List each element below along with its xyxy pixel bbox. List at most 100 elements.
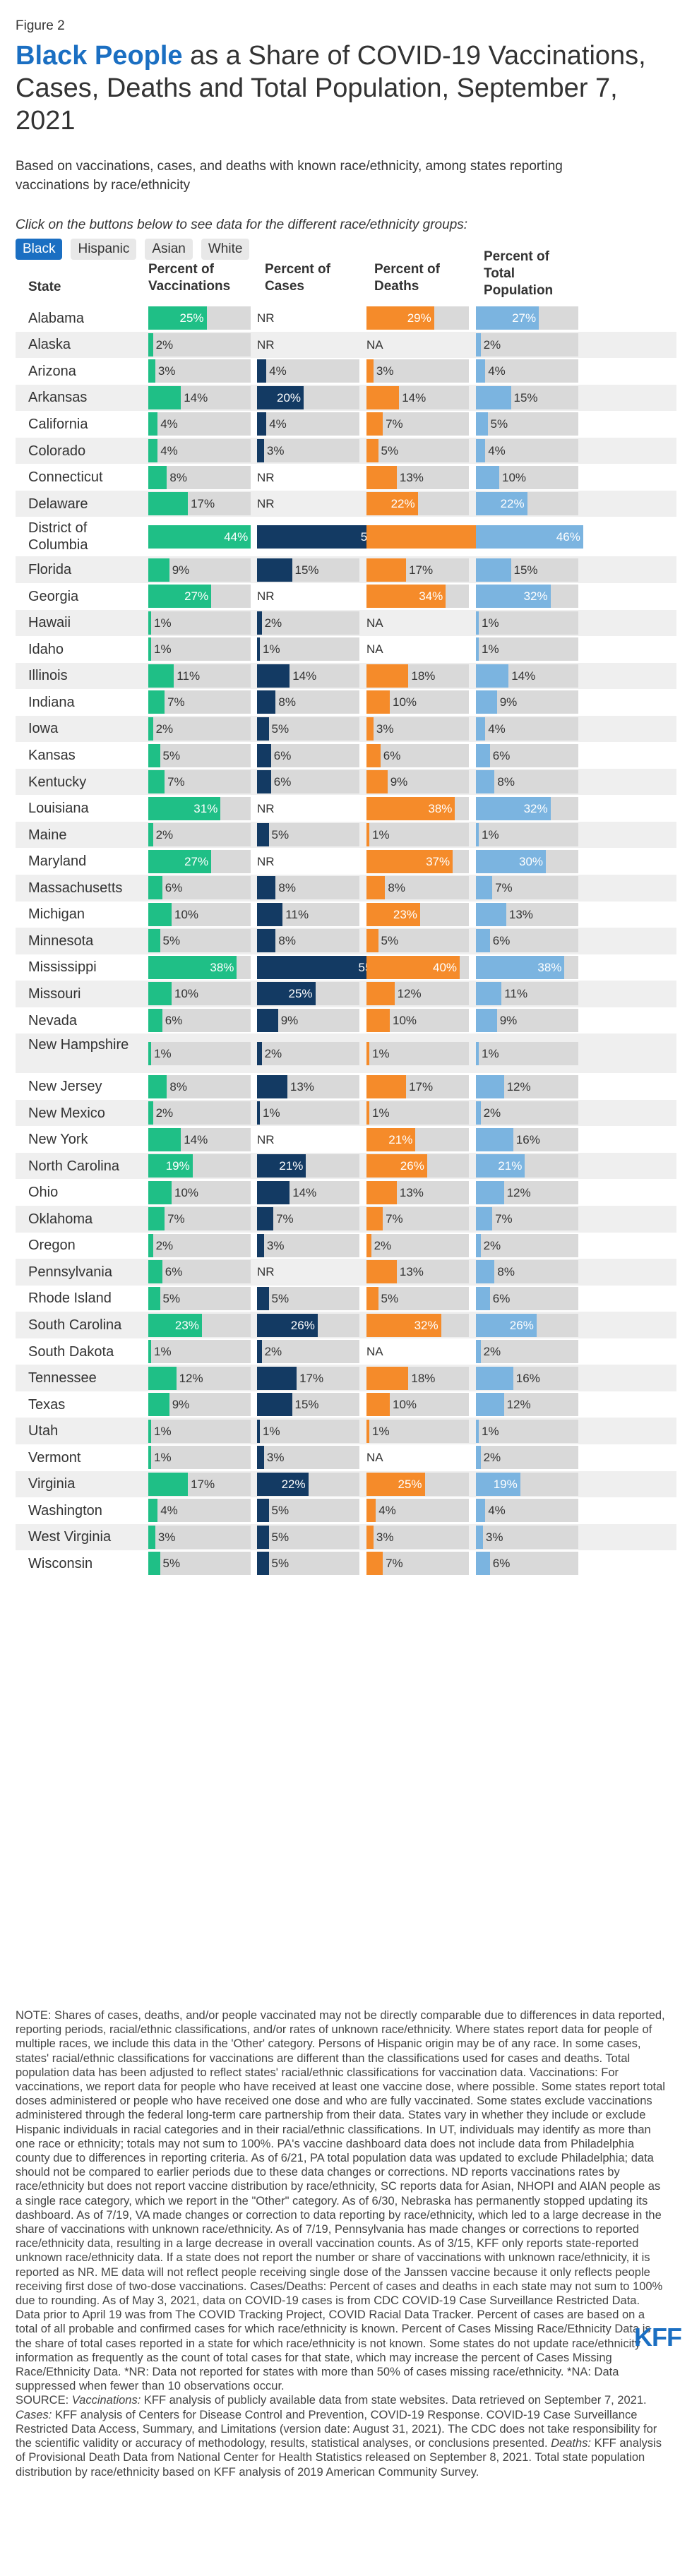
bar-population xyxy=(476,1313,537,1337)
cell-vaccinations: 6% xyxy=(148,876,251,900)
button-black[interactable]: Black xyxy=(16,239,63,260)
bar-vaccinations xyxy=(148,929,160,953)
cell-deaths: 22% xyxy=(366,492,469,516)
button-asian[interactable]: Asian xyxy=(145,239,193,260)
table-row: Texas 9% 15% 10% 12% xyxy=(16,1391,676,1418)
bar-population xyxy=(476,1393,504,1417)
state-label: Illinois xyxy=(28,668,68,684)
cell-population: 2% xyxy=(476,1101,578,1125)
cell-vaccinations: 1% xyxy=(148,611,251,635)
cell-vaccinations: 1% xyxy=(148,1041,251,1065)
cell-vaccinations: 7% xyxy=(148,770,251,794)
table-row: Arkansas 14% 20% 14% 15% xyxy=(16,384,676,412)
bar-population xyxy=(476,525,583,549)
table-row: New Mexico 2% 1% 1% 2% xyxy=(16,1099,676,1127)
value-label-cases: 2% xyxy=(264,1345,282,1359)
bar-vaccinations xyxy=(148,1313,202,1337)
table-row: California 4% 4% 7% 5% xyxy=(16,411,676,438)
state-label: Rhode Island xyxy=(28,1290,112,1307)
value-label-cases: 9% xyxy=(280,1014,299,1028)
value-label-population: 12% xyxy=(506,1185,531,1199)
value-label-deaths: 12% xyxy=(397,987,422,1001)
cell-vaccinations: 17% xyxy=(148,492,251,516)
bar-population xyxy=(476,1525,483,1549)
bar-vaccinations xyxy=(148,1041,151,1065)
cell-population: 1% xyxy=(476,1041,578,1065)
bar-cases xyxy=(257,1525,269,1549)
value-label-deaths: 10% xyxy=(393,1014,417,1028)
value-label-deaths: 13% xyxy=(399,1265,424,1279)
bar-population xyxy=(476,1154,525,1178)
value-label-population: 7% xyxy=(495,881,513,895)
value-label-deaths: 7% xyxy=(386,1212,403,1226)
cell-deaths: 8% xyxy=(366,876,469,900)
value-label-cases: 14% xyxy=(292,669,317,683)
bar-cases xyxy=(257,525,388,549)
value-label-population: 14% xyxy=(511,669,536,683)
bar-deaths xyxy=(366,1525,374,1549)
bar-population xyxy=(476,359,486,383)
value-label-population: 1% xyxy=(482,616,499,630)
value-label-cases: 3% xyxy=(266,1451,285,1465)
bar-cases xyxy=(257,664,290,688)
cell-vaccinations: 9% xyxy=(148,558,251,582)
value-label-deaths: 3% xyxy=(376,721,394,736)
value-label-vaccinations: 27% xyxy=(184,854,209,868)
cell-population: 30% xyxy=(476,849,578,873)
bar-vaccinations xyxy=(148,1180,172,1204)
button-hispanic[interactable]: Hispanic xyxy=(71,239,137,260)
table-row: Washington 4% 5% 4% 4% xyxy=(16,1497,676,1524)
cell-vaccinations: 25% xyxy=(148,306,251,330)
value-label-population: 16% xyxy=(515,1371,540,1385)
bar-deaths xyxy=(366,1127,416,1151)
value-label-deaths: 10% xyxy=(393,1398,417,1412)
bar-deaths xyxy=(366,439,378,463)
bar-cases xyxy=(257,558,292,582)
value-label-vaccinations: 7% xyxy=(167,775,185,789)
bar-deaths xyxy=(366,664,409,688)
cell-deaths: 1% xyxy=(366,1041,469,1065)
state-label: Michigan xyxy=(28,906,85,923)
table-row: Rhode Island 5% 5% 5% 6% xyxy=(16,1286,676,1312)
cell-vaccinations: 10% xyxy=(148,982,251,1006)
cell-deaths: 18% xyxy=(366,1366,469,1390)
value-label-vaccinations: 11% xyxy=(177,669,201,683)
state-label: Minnesota xyxy=(28,933,94,949)
instruction-text: Click on the buttons below to see data f… xyxy=(16,217,468,232)
bar-vaccinations xyxy=(148,1472,189,1496)
value-label-deaths: 17% xyxy=(409,563,434,577)
value-label-deaths: 6% xyxy=(383,748,401,762)
bar-cases xyxy=(257,1286,269,1310)
value-label-vaccinations: 5% xyxy=(162,748,181,762)
cell-deaths: 5% xyxy=(366,439,469,463)
cell-cases: 20% xyxy=(257,385,359,409)
bar-vaccinations xyxy=(148,359,155,383)
button-white[interactable]: White xyxy=(201,239,250,260)
bar-population xyxy=(476,1233,481,1257)
value-label-cases: 4% xyxy=(269,364,287,378)
state-label: Oklahoma xyxy=(28,1211,93,1227)
value-label-vaccinations: 6% xyxy=(165,1014,183,1028)
value-label-deaths: 40% xyxy=(433,960,458,974)
state-label: Florida xyxy=(28,562,72,578)
cell-deaths: 7% xyxy=(366,1552,469,1576)
title-highlight: Black People xyxy=(16,41,183,71)
table-row: Virginia 17% 22% 25% 19% xyxy=(16,1470,676,1498)
state-label: Arkansas xyxy=(28,390,88,406)
table-row: Alabama 25% NR 29% 27% xyxy=(16,305,676,332)
cell-vaccinations: 2% xyxy=(148,823,251,847)
bar-population xyxy=(476,1207,493,1231)
bar-deaths xyxy=(366,1499,376,1523)
value-label-vaccinations: 23% xyxy=(174,1318,199,1332)
bar-population xyxy=(476,1366,513,1390)
state-label: Idaho xyxy=(28,641,64,657)
cell-cases: 2% xyxy=(257,1041,359,1065)
cell-population: 38% xyxy=(476,955,578,979)
value-label-deaths: 8% xyxy=(388,881,405,895)
bar-vaccinations xyxy=(148,385,181,409)
value-label-cases: 5% xyxy=(271,1557,290,1571)
bar-vaccinations xyxy=(148,690,165,714)
cell-cases: 2% xyxy=(257,1340,359,1364)
value-label-cases: 5% xyxy=(271,1530,290,1544)
value-label-cases: 15% xyxy=(294,1398,319,1412)
